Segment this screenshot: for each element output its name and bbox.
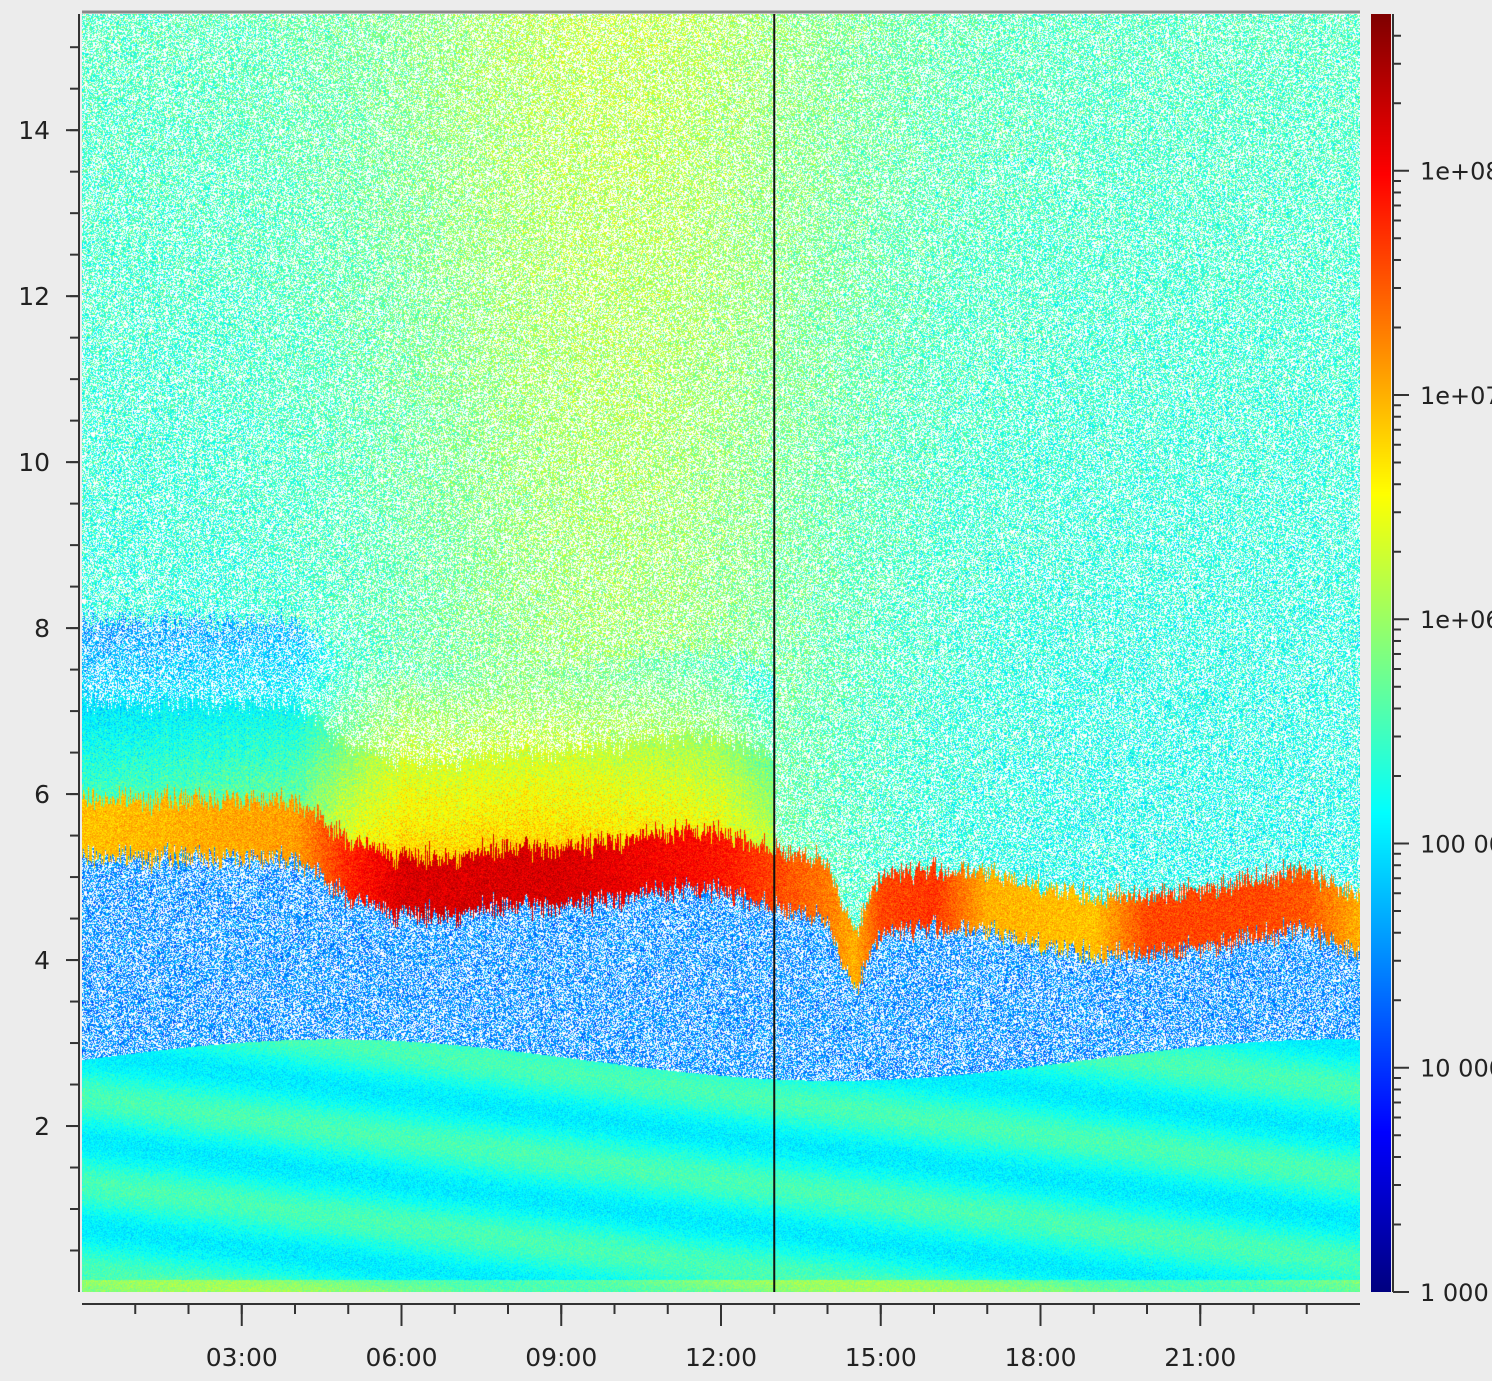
colorbar-tick-label: 1 000 [1420,1279,1489,1307]
x-tick-label: 15:00 [845,1343,917,1372]
plot-frame [78,10,1360,1305]
x-tick-label: 18:00 [1004,1343,1076,1372]
x-axis: 03:00 06:00 09:00 12:00 15:00 18:00 21:00 [134,1304,1308,1372]
x-tick-label: 21:00 [1164,1343,1236,1372]
y-tick-label: 8 [34,614,50,643]
colorbar-tick-label: 1e+07 [1420,382,1492,410]
colorbar-axis: 1 000 10 000 100 000 1e+06 1e+07 1e+08 [1392,14,1492,1307]
colorbar [1371,14,1391,1292]
x-tick-label: 12:00 [685,1343,757,1372]
heatmap-plot [82,14,1360,1292]
y-tick-label: 4 [34,946,50,975]
x-tick-label: 09:00 [525,1343,597,1372]
colorbar-tick-label: 1e+06 [1420,606,1492,634]
y-tick-label: 10 [18,448,50,477]
y-axis: 2 4 6 8 10 12 14 [18,46,79,1252]
y-tick-label: 2 [34,1112,50,1141]
colorbar-tick-label: 10 000 [1420,1055,1492,1083]
colorbar-tick-label: 100 000 [1420,830,1492,858]
y-tick-label: 12 [18,282,50,311]
colorbar-tick-label: 1e+08 [1420,158,1492,186]
x-tick-label: 06:00 [365,1343,437,1372]
y-tick-label: 6 [34,780,50,809]
x-tick-label: 03:00 [206,1343,278,1372]
y-tick-label: 14 [18,116,50,145]
